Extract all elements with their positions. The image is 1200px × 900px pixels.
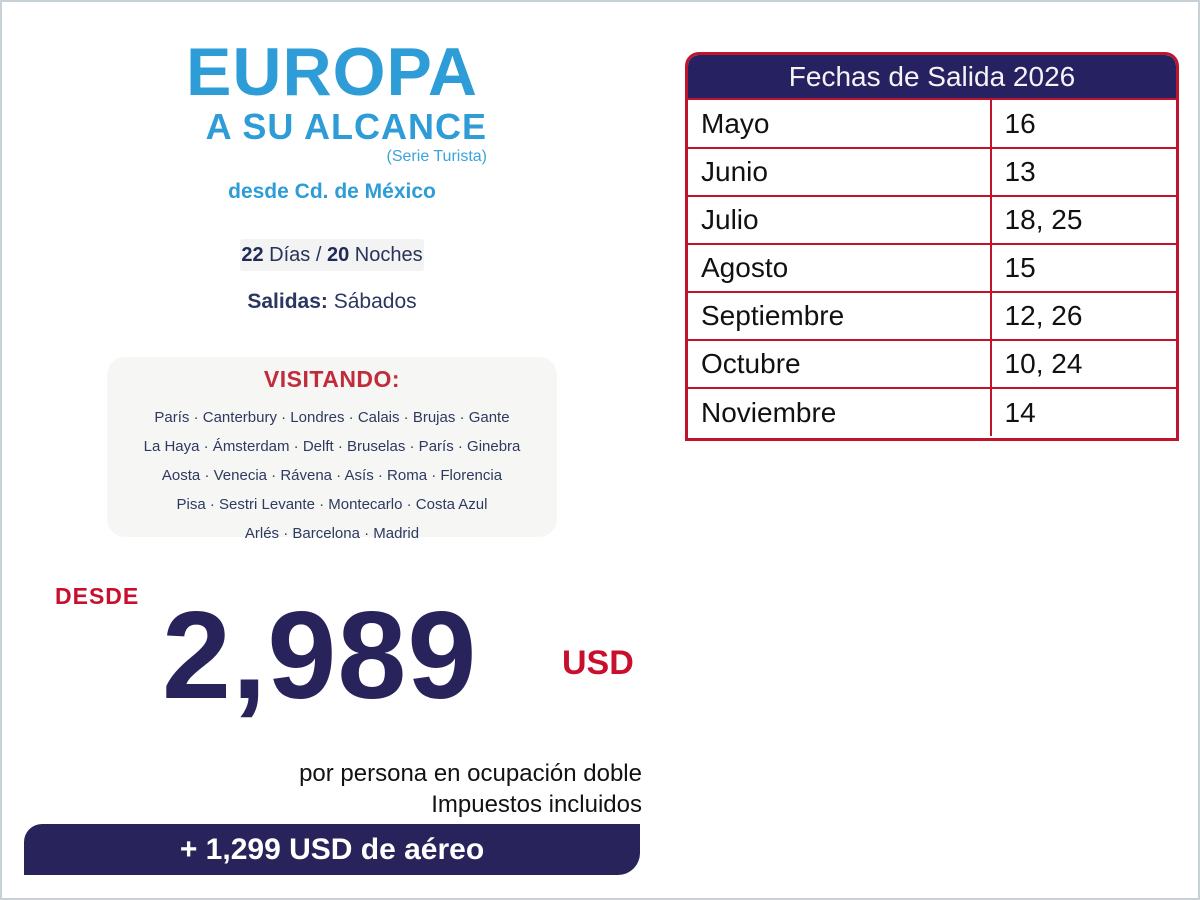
visiting-line: Pisa · Sestri Levante · Montecarlo · Cos… [176, 496, 488, 513]
nights-label: Noches [349, 243, 423, 266]
visiting-city-list: París · Canterbury · Londres · Calais · … [107, 403, 557, 548]
duration-badge: 22 Días / 20 Noches [240, 239, 424, 271]
nights-value: 20 [326, 243, 350, 266]
table-row: Junio 13 [688, 147, 1176, 197]
departures-label: Salidas: [247, 290, 328, 313]
table-row: Septiembre 12, 26 [688, 291, 1176, 341]
departures-line: Salidas: Sábados [132, 290, 532, 314]
visiting-line: Arlés · Barcelona · Madrid [244, 525, 420, 542]
price-from-label: DESDE [55, 583, 140, 609]
departures-value: Sábados [327, 290, 417, 313]
month-cell: Septiembre [688, 291, 992, 341]
dates-cell: 18, 25 [989, 195, 1176, 245]
brand-title: EUROPA [186, 34, 478, 110]
table-row: Noviembre 14 [688, 387, 1176, 436]
dates-cell: 14 [989, 387, 1176, 436]
price-note-occupancy: por persona en ocupación doble [299, 760, 642, 787]
table-row: Agosto 15 [688, 243, 1176, 293]
departure-table-grid: Mayo 16 Junio 13 Julio 18, 25 Agosto 15 … [688, 100, 1176, 436]
brand-series-label: (Serie Turista) [386, 147, 487, 165]
price-amount: 2,989 [162, 587, 478, 725]
brand-subtitle: A SU ALCANCE [205, 106, 487, 147]
price-notes: por persona en ocupación doble Impuestos… [142, 758, 642, 820]
month-cell: Agosto [688, 243, 992, 293]
days-label: Días / [263, 243, 327, 266]
departure-table-header: Fechas de Salida 2026 [688, 55, 1176, 100]
brand-block: EUROPA A SU ALCANCE (Serie Turista) desd… [177, 38, 487, 204]
month-cell: Octubre [688, 339, 992, 389]
month-cell: Junio [688, 147, 992, 197]
month-cell: Julio [688, 195, 992, 245]
dates-cell: 13 [989, 147, 1176, 197]
origin-text: desde Cd. de México [228, 179, 436, 203]
air-fare-text: + 1,299 USD de aéreo [179, 832, 485, 866]
dates-cell: 16 [989, 100, 1176, 149]
table-row: Octubre 10, 24 [688, 339, 1176, 389]
visiting-title: VISITANDO: [263, 366, 401, 392]
air-fare-banner: + 1,299 USD de aéreo [24, 824, 640, 875]
month-cell: Noviembre [688, 387, 992, 436]
table-row: Julio 18, 25 [688, 195, 1176, 245]
departure-dates-table: Fechas de Salida 2026 Mayo 16 Junio 13 J… [685, 52, 1179, 441]
dates-cell: 10, 24 [989, 339, 1176, 389]
table-row: Mayo 16 [688, 100, 1176, 149]
price-currency: USD [562, 644, 634, 682]
dates-cell: 15 [989, 243, 1176, 293]
visiting-box: VISITANDO: París · Canterbury · Londres … [107, 357, 557, 542]
days-value: 22 [241, 243, 264, 266]
dates-cell: 12, 26 [989, 291, 1176, 341]
price-note-taxes: Impuestos incluidos [431, 791, 642, 818]
visiting-line: Aosta · Venecia · Rávena · Asís · Roma ·… [161, 467, 503, 484]
month-cell: Mayo [688, 100, 992, 149]
visiting-line: La Haya · Ámsterdam · Delft · Bruselas ·… [143, 438, 521, 455]
visiting-line: París · Canterbury · Londres · Calais · … [154, 409, 510, 426]
